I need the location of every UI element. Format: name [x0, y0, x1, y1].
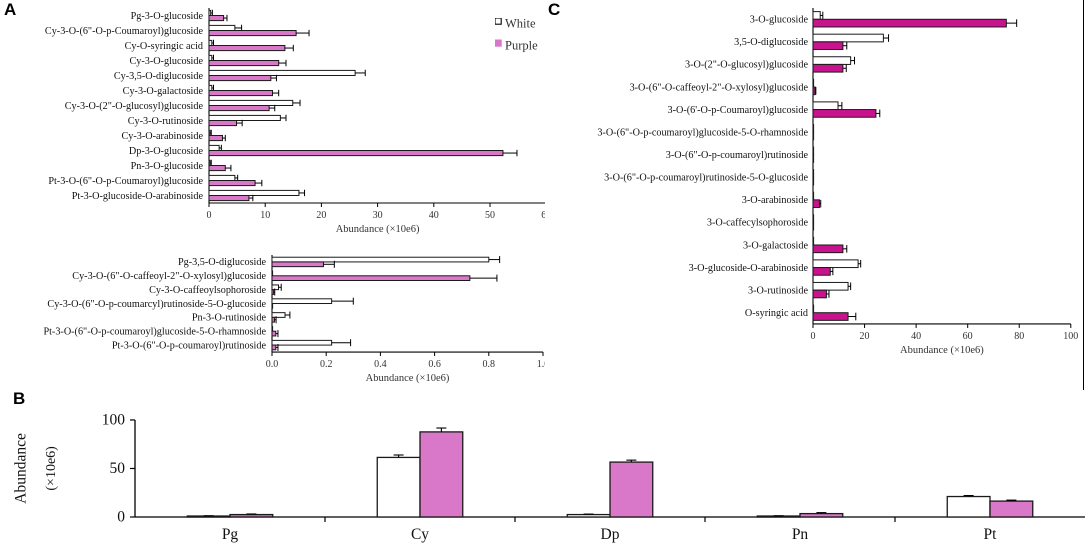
svg-text:60: 60: [963, 331, 973, 342]
svg-text:0.0: 0.0: [266, 359, 279, 370]
svg-text:Dp: Dp: [601, 526, 620, 543]
svg-text:0.4: 0.4: [374, 359, 387, 370]
svg-text:3-O-(6"-O-caffeoyl-2"-O-xylosy: 3-O-(6"-O-caffeoyl-2"-O-xylosyl)glucosid…: [630, 82, 809, 93]
svg-text:3-O-arabinoside: 3-O-arabinoside: [742, 195, 809, 206]
svg-text:0.6: 0.6: [428, 359, 441, 370]
svg-text:3-O-(6'-O-p-Coumaroyl)glucosid: 3-O-(6'-O-p-Coumaroyl)glucoside: [668, 105, 809, 116]
svg-text:0.8: 0.8: [483, 359, 496, 370]
svg-text:1.0: 1.0: [537, 359, 545, 370]
svg-text:20: 20: [860, 331, 870, 342]
svg-text:3-O-rutinoside: 3-O-rutinoside: [748, 285, 808, 296]
svg-text:Cy: Cy: [411, 526, 429, 543]
svg-text:Cy-3-O-caffeoylsophoroside: Cy-3-O-caffeoylsophoroside: [149, 285, 266, 296]
svg-text:0.2: 0.2: [320, 359, 333, 370]
svg-text:0: 0: [811, 331, 816, 342]
svg-text:40: 40: [911, 331, 921, 342]
svg-text:3-O-galactoside: 3-O-galactoside: [743, 240, 809, 251]
svg-text:3-O-(6"-O-p-coumaroyl)glucosid: 3-O-(6"-O-p-coumaroyl)glucoside-5-O-rham…: [597, 127, 808, 138]
svg-text:50: 50: [110, 460, 126, 477]
svg-text:3,5-O-diglucoside: 3,5-O-diglucoside: [734, 37, 808, 48]
svg-text:80: 80: [1014, 331, 1024, 342]
svg-text:Pg-3,5-O-diglucoside: Pg-3,5-O-diglucoside: [178, 257, 266, 268]
svg-text:Pt-3-O-(6"-O-p-coumaroyl)rutin: Pt-3-O-(6"-O-p-coumaroyl)rutinoside: [112, 340, 267, 351]
svg-text:Cy-3-O-(6"-O-p-coumarcyl)rutin: Cy-3-O-(6"-O-p-coumarcyl)rutinoside-5-O-…: [47, 299, 266, 310]
svg-text:3-O-(6"-O-p-coumaroyl)rutinosi: 3-O-(6"-O-p-coumaroyl)rutinoside: [666, 150, 809, 161]
svg-text:Pt-3-O-(6"-O-p-coumaroyl)gluco: Pt-3-O-(6"-O-p-coumaroyl)glucoside-5-O-r…: [43, 326, 266, 337]
svg-text:Abundance (×10e6): Abundance (×10e6): [366, 373, 450, 384]
svg-text:3-O-glucoside-O-arabinoside: 3-O-glucoside-O-arabinoside: [689, 263, 809, 274]
svg-text:100: 100: [102, 411, 126, 428]
svg-text:3-O-(2"-O-glucosyl)glucoside: 3-O-(2"-O-glucosyl)glucoside: [685, 60, 808, 71]
svg-text:Purple: Purple: [505, 39, 538, 53]
svg-text:Pn: Pn: [792, 526, 809, 543]
svg-text:Pg: Pg: [222, 526, 239, 543]
svg-text:3-O-caffecylsophoroside: 3-O-caffecylsophoroside: [707, 218, 809, 229]
svg-text:Abundance: Abundance: [13, 433, 30, 504]
svg-text:Pn-3-O-rutinoside: Pn-3-O-rutinoside: [192, 313, 267, 324]
svg-text:O-syringic acid: O-syringic acid: [745, 308, 808, 319]
svg-text:(×10e6): (×10e6): [44, 446, 59, 491]
svg-text:Pt: Pt: [984, 526, 998, 543]
svg-text:0: 0: [117, 509, 125, 526]
svg-text:Abundance (×10e6): Abundance (×10e6): [900, 345, 984, 356]
svg-text:White: White: [505, 18, 536, 31]
svg-text:3-O-glucoside: 3-O-glucoside: [750, 15, 809, 26]
svg-text:3-O-(6"-O-p-coumaroyl)rutinosi: 3-O-(6"-O-p-coumaroyl)rutinoside-5-O-glu…: [604, 173, 808, 184]
svg-text:Cy-3-O-(6"-O-caffeoyl-2"-O-xyl: Cy-3-O-(6"-O-caffeoyl-2"-O-xylosyl)gluco…: [72, 271, 266, 282]
svg-text:100: 100: [1063, 331, 1078, 342]
